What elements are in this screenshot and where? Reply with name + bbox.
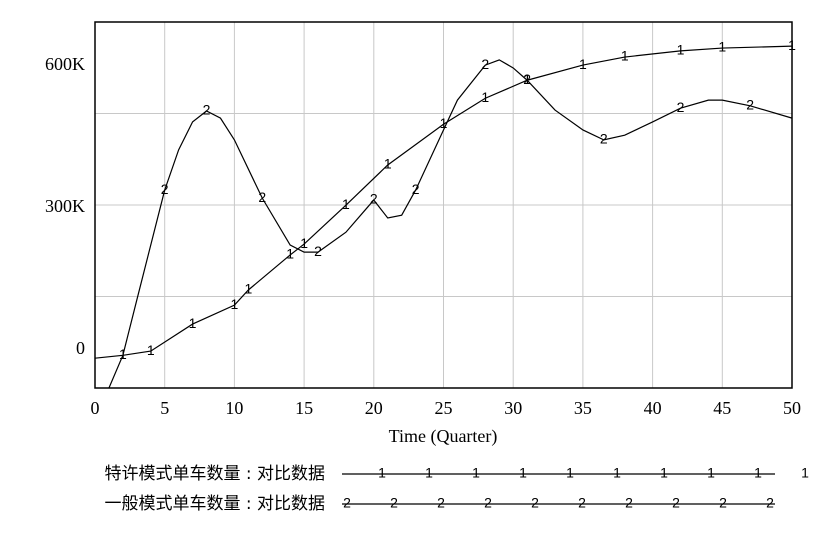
legend-marker: 1	[707, 465, 715, 481]
x-tick-label: 40	[644, 398, 662, 418]
line-marker: 2	[258, 189, 266, 205]
y-tick-label: 300K	[45, 196, 85, 216]
x-tick-label: 0	[91, 398, 100, 418]
x-tick-label: 30	[504, 398, 522, 418]
legend-marker: 2	[766, 495, 774, 511]
legend-marker: 2	[531, 495, 539, 511]
x-tick-label: 5	[160, 398, 169, 418]
legend-label: 一般模式单车数量 : 对比数据	[104, 494, 325, 514]
line-marker: 1	[286, 246, 294, 262]
line-marker: 1	[189, 315, 197, 331]
series-line	[94, 45, 793, 359]
line-marker: 1	[342, 196, 350, 212]
line-marker: 2	[314, 243, 322, 259]
x-tick-label: 50	[783, 398, 801, 418]
line-marker: 1	[718, 39, 726, 55]
legend-marker: 1	[519, 465, 527, 481]
legend-marker: 1	[472, 465, 480, 481]
line-marker: 2	[677, 99, 685, 115]
line-marker: 1	[440, 115, 448, 131]
legend-marker: 2	[719, 495, 727, 511]
line-marker: 1	[579, 56, 587, 72]
legend-marker: 1	[613, 465, 621, 481]
line-marker: 2	[370, 191, 378, 207]
line-marker: 1	[677, 42, 685, 58]
legend-marker: 2	[672, 495, 680, 511]
legend-marker: 2	[625, 495, 633, 511]
line-marker: 2	[203, 102, 211, 118]
legend-marker: 1	[801, 465, 809, 481]
x-tick-label: 10	[225, 398, 243, 418]
legend-marker: 2	[578, 495, 586, 511]
line-marker: 2	[161, 181, 169, 197]
line-marker: 2	[412, 181, 420, 197]
legend-marker: 2	[390, 495, 398, 511]
x-axis-label: Time (Quarter)	[389, 426, 498, 447]
plot-frame	[94, 21, 793, 389]
legend-marker: 1	[378, 465, 386, 481]
line-marker: 2	[746, 97, 754, 113]
x-tick-label: 35	[574, 398, 592, 418]
x-tick-label: 45	[713, 398, 731, 418]
line-marker: 1	[147, 342, 155, 358]
legend-marker: 1	[425, 465, 433, 481]
x-tick-label: 25	[435, 398, 453, 418]
legend-marker: 2	[484, 495, 492, 511]
line-marker: 1	[384, 156, 392, 172]
line-marker: 1	[523, 71, 531, 87]
line-marker: 1	[788, 37, 796, 53]
line-marker: 1	[231, 296, 239, 312]
line-marker: 1	[621, 48, 629, 64]
y-tick-label: 0	[76, 338, 85, 358]
line-marker: 2	[523, 71, 531, 87]
legend-marker: 2	[343, 495, 351, 511]
x-tick-label: 15	[295, 398, 313, 418]
legend-label: 特许模式单车数量 : 对比数据	[104, 464, 325, 484]
line-marker: 2	[600, 131, 608, 147]
series-line	[108, 59, 793, 389]
legend-marker: 1	[754, 465, 762, 481]
legend-marker: 1	[566, 465, 574, 481]
y-tick-label: 600K	[45, 54, 85, 74]
x-tick-label: 20	[365, 398, 383, 418]
line-marker: 1	[244, 281, 252, 297]
line-marker: 1	[481, 89, 489, 105]
legend-marker: 1	[660, 465, 668, 481]
line-marker: 1	[300, 235, 308, 251]
legend-marker: 2	[437, 495, 445, 511]
line-marker: 2	[481, 56, 489, 72]
